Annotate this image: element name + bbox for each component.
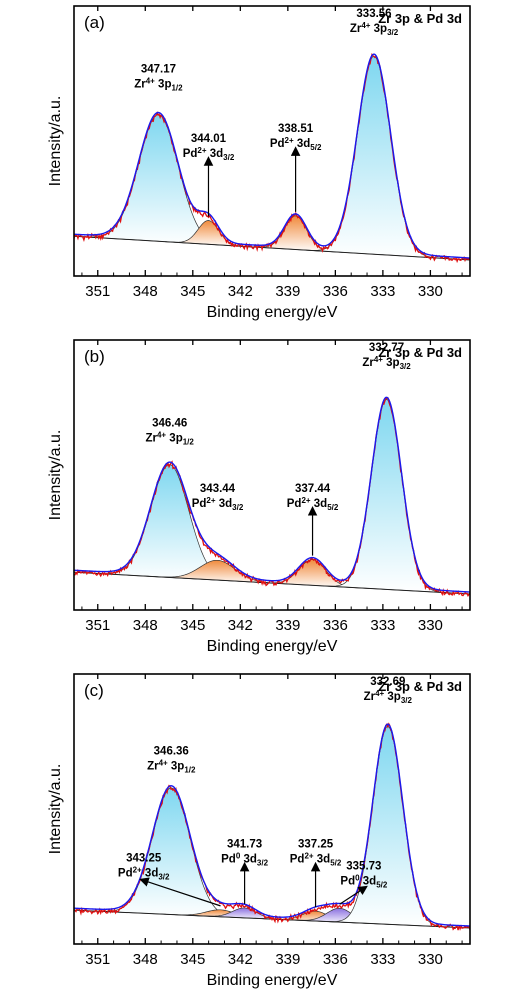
- peak-position-label: 343.44: [200, 483, 236, 495]
- x-tick-label: 336: [323, 283, 348, 300]
- x-tick-label: 351: [85, 283, 110, 300]
- plot-area: [74, 52, 470, 264]
- fitted-envelope: [74, 53, 470, 259]
- fitted-envelope: [74, 396, 470, 593]
- peak-assignment-label: Zr4+ 3p1/2: [147, 759, 196, 775]
- peak-assignment-label: Zr4+ 3p3/2: [364, 689, 413, 705]
- x-tick-label: 333: [370, 617, 395, 634]
- peak-assignment-label: Zr4+ 3p1/2: [134, 77, 183, 93]
- background-line: [74, 235, 470, 261]
- panel-label: (a): [84, 13, 105, 32]
- peak-position-label: 335.73: [346, 860, 381, 872]
- x-tick-label: 345: [180, 951, 205, 968]
- peak-assignment-label: Pd0 3d3/2: [221, 852, 268, 868]
- peak-3: [322, 398, 451, 594]
- peak-position-label: 338.51: [278, 123, 314, 135]
- panel-c: 351 348 345 342 339 336 333 330 Binding energy/e…: [47, 673, 471, 989]
- x-tick-label: 348: [133, 617, 158, 634]
- x-axis-label: Binding energy/eV: [207, 304, 338, 321]
- peak-assignment-label: Pd2+ 3d3/2: [183, 146, 235, 162]
- panel-b: 351 348 345 342 339 336 333 330 Binding energy/e…: [47, 339, 471, 655]
- annotation-arrow: [339, 885, 368, 905]
- x-tick-label: 330: [418, 951, 443, 968]
- peak-position-label: 337.44: [295, 483, 331, 495]
- peak-assignment-label: Zr4+ 3p3/2: [350, 21, 399, 37]
- x-tick-label: 330: [418, 283, 443, 300]
- panel-label: (c): [84, 681, 104, 700]
- peak-position-label: 337.25: [298, 839, 334, 851]
- x-axis-label: Binding energy/eV: [207, 972, 338, 989]
- x-tick-label: 330: [418, 617, 443, 634]
- peak-assignment-label: Pd0 3d5/2: [340, 873, 387, 889]
- peak-position-label: 346.46: [152, 417, 187, 429]
- plot-area: [74, 396, 470, 597]
- y-axis-label: Intensity/a.u.: [47, 430, 64, 521]
- peak-position-label: 344.01: [191, 133, 227, 145]
- peak-assignment-label: Pd2+ 3d5/2: [287, 496, 339, 512]
- peak-position-label: 332.77: [369, 342, 404, 354]
- peak-assignment-label: Pd2+ 3d3/2: [192, 496, 244, 512]
- peak-3: [303, 55, 445, 259]
- peak-position-label: 343.25: [126, 852, 162, 864]
- x-tick-label: 336: [323, 617, 348, 634]
- x-tick-label: 339: [275, 951, 300, 968]
- x-tick-label: 342: [228, 617, 253, 634]
- y-axis-label: Intensity/a.u.: [47, 764, 64, 855]
- x-tick-label: 339: [275, 283, 300, 300]
- x-tick-label: 333: [370, 283, 395, 300]
- panel-a: 351 348 345 342 339 336 333 330 Binding energy/e…: [47, 5, 471, 321]
- panel-label: (b): [84, 347, 105, 366]
- peak-assignment-label: Pd2+ 3d3/2: [118, 865, 170, 881]
- y-axis-label: Intensity/a.u.: [47, 96, 64, 187]
- annotation-arrow: [139, 877, 221, 907]
- peak-assignment-label: Zr4+ 3p3/2: [362, 355, 411, 371]
- x-tick-label: 336: [323, 951, 348, 968]
- peak-5: [324, 725, 452, 928]
- x-tick-label: 333: [370, 951, 395, 968]
- panel-title: Zr 3p & Pd 3d: [378, 345, 462, 360]
- peak-assignment-label: Zr4+ 3p1/2: [145, 430, 194, 446]
- peak-position-label: 333.56: [356, 8, 391, 20]
- panel-title: Zr 3p & Pd 3d: [378, 679, 462, 694]
- peak-position-label: 341.73: [227, 839, 262, 851]
- x-tick-label: 351: [85, 617, 110, 634]
- peak-assignment-label: Pd2+ 3d5/2: [290, 852, 342, 868]
- x-tick-label: 351: [85, 951, 110, 968]
- background-line: [74, 571, 470, 595]
- x-tick-label: 348: [133, 951, 158, 968]
- x-tick-label: 339: [275, 617, 300, 634]
- x-tick-label: 348: [133, 283, 158, 300]
- x-tick-label: 345: [180, 283, 205, 300]
- panel-title: Zr 3p & Pd 3d: [378, 11, 462, 26]
- peak-assignment-label: Pd2+ 3d5/2: [270, 136, 322, 152]
- x-tick-label: 342: [228, 283, 253, 300]
- plot-area: [74, 722, 470, 931]
- peak-position-label: 346.36: [154, 746, 189, 758]
- x-axis-label: Binding energy/eV: [207, 638, 338, 655]
- peak-position-label: 332.69: [370, 676, 405, 688]
- x-tick-label: 342: [228, 951, 253, 968]
- peak-position-label: 347.17: [141, 64, 176, 76]
- x-tick-label: 345: [180, 617, 205, 634]
